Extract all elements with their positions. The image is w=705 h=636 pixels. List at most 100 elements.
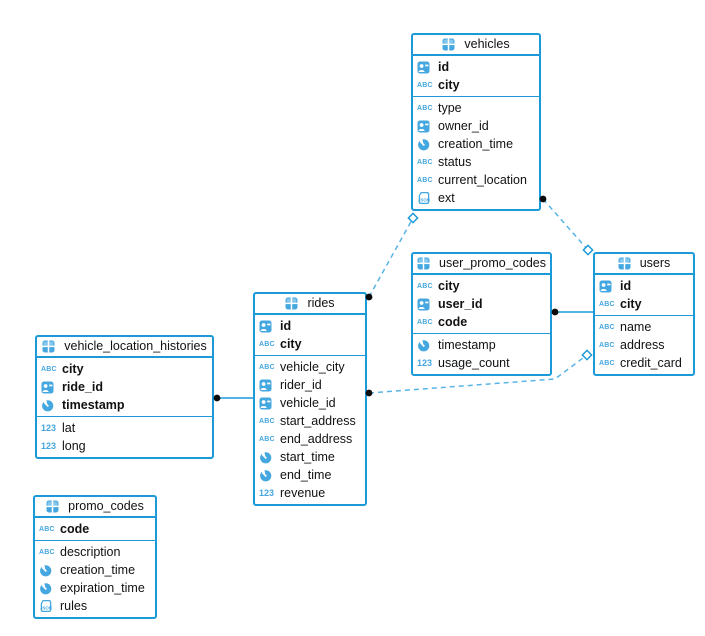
table-header[interactable]: user_promo_codes bbox=[413, 254, 550, 275]
primary-key-section: ABC city user_id ABC code bbox=[413, 275, 550, 333]
column-row-description: ABC description bbox=[35, 543, 155, 561]
columns-section: 123 lat 123 long bbox=[37, 416, 212, 457]
column-row-name: ABC name bbox=[595, 318, 693, 336]
primary-key-section: ABC city ride_id timestamp bbox=[37, 358, 212, 416]
column-row-end-time: end_time bbox=[255, 466, 365, 484]
column-name: vehicle_id bbox=[280, 396, 336, 410]
column-row-id: id bbox=[413, 58, 539, 76]
column-row-id: id bbox=[255, 317, 365, 335]
table-header[interactable]: users bbox=[595, 254, 693, 275]
text-type-icon: ABC bbox=[599, 300, 615, 308]
column-row-usage-count: 123 usage_count bbox=[413, 354, 550, 372]
column-name: code bbox=[438, 315, 468, 329]
column-row-timestamp: timestamp bbox=[413, 336, 550, 354]
table-vehicle-location-histories[interactable]: vehicle_location_histories ABC city ride_id… bbox=[35, 335, 214, 459]
table-header[interactable]: promo_codes bbox=[35, 497, 155, 518]
person-id-icon bbox=[259, 320, 277, 333]
table-name: user_promo_codes bbox=[439, 256, 547, 270]
columns-section: ABC name ABC address ABC credit_card bbox=[595, 315, 693, 374]
table-user-promo-codes[interactable]: user_promo_codes ABC city user_id ABC code tim… bbox=[411, 252, 552, 376]
person-id-icon bbox=[599, 280, 617, 293]
text-type-icon: ABC bbox=[41, 365, 57, 373]
relationship-diamond-endpoint bbox=[581, 349, 593, 361]
column-row-code: ABC code bbox=[413, 313, 550, 331]
column-row-creation-time: creation_time bbox=[413, 135, 539, 153]
json-icon: JSON bbox=[39, 599, 57, 613]
svg-text:JSON: JSON bbox=[418, 198, 430, 203]
columns-section: ABC type owner_id creation_time ABC status ABC… bbox=[413, 96, 539, 209]
column-name: end_address bbox=[280, 432, 353, 446]
column-row-owner-id: owner_id bbox=[413, 117, 539, 135]
column-name: revenue bbox=[280, 486, 326, 500]
table-header[interactable]: vehicles bbox=[413, 35, 539, 56]
clock-icon bbox=[39, 581, 57, 595]
text-type-icon: ABC bbox=[599, 341, 615, 349]
column-row-credit-card: ABC credit_card bbox=[595, 354, 693, 372]
relationship-dot-endpoint bbox=[213, 394, 221, 402]
column-name: type bbox=[438, 101, 462, 115]
column-name: ext bbox=[438, 191, 455, 205]
number-type-icon: 123 bbox=[259, 487, 275, 498]
column-name: expiration_time bbox=[60, 581, 145, 595]
text-type-icon: ABC bbox=[599, 323, 615, 331]
text-type-icon: ABC bbox=[417, 282, 433, 290]
column-row-city: ABC city bbox=[413, 76, 539, 94]
table-users[interactable]: users id ABC city ABC name ABC address ABC credit… bbox=[593, 252, 695, 376]
person-id-icon bbox=[417, 61, 435, 74]
column-name: usage_count bbox=[438, 356, 510, 370]
column-name: vehicle_city bbox=[280, 360, 345, 374]
column-row-creation-time: creation_time bbox=[35, 561, 155, 579]
column-name: city bbox=[438, 78, 460, 92]
column-name: owner_id bbox=[438, 119, 489, 133]
column-name: status bbox=[438, 155, 472, 169]
column-name: credit_card bbox=[620, 356, 682, 370]
column-row-ext: JSON ext bbox=[413, 189, 539, 207]
column-row-start-address: ABC start_address bbox=[255, 412, 365, 430]
column-name: timestamp bbox=[62, 398, 125, 412]
table-header[interactable]: vehicle_location_histories bbox=[37, 337, 212, 358]
number-type-icon: 123 bbox=[417, 357, 433, 368]
table-icon bbox=[46, 500, 64, 513]
text-type-icon: ABC bbox=[417, 158, 433, 166]
text-type-icon: ABC bbox=[259, 363, 275, 371]
table-rides[interactable]: rides id ABC city ABC vehicle_city rider_id veh… bbox=[253, 292, 367, 506]
person-id-icon bbox=[417, 120, 435, 133]
table-name: rides bbox=[307, 296, 335, 310]
table-icon bbox=[618, 257, 636, 270]
text-type-icon: ABC bbox=[259, 340, 275, 348]
person-id-icon bbox=[259, 397, 277, 410]
column-name: rider_id bbox=[280, 378, 322, 392]
column-name: city bbox=[620, 297, 642, 311]
relationship-dot-endpoint bbox=[551, 308, 559, 316]
column-row-end-address: ABC end_address bbox=[255, 430, 365, 448]
columns-section: ABC description creation_time expiration_ti… bbox=[35, 540, 155, 617]
table-header[interactable]: rides bbox=[255, 294, 365, 315]
column-name: id bbox=[438, 60, 450, 74]
table-name: users bbox=[639, 256, 671, 270]
column-name: address bbox=[620, 338, 665, 352]
number-type-icon: 123 bbox=[41, 440, 57, 451]
table-promo-codes[interactable]: promo_codes ABC code ABC description creation… bbox=[33, 495, 157, 619]
column-row-status: ABC status bbox=[413, 153, 539, 171]
column-name: id bbox=[620, 279, 632, 293]
column-row-lat: 123 lat bbox=[37, 419, 212, 437]
json-icon: JSON bbox=[417, 191, 435, 205]
column-name: long bbox=[62, 439, 86, 453]
column-row-rider-id: rider_id bbox=[255, 376, 365, 394]
column-row-type: ABC type bbox=[413, 99, 539, 117]
column-row-long: 123 long bbox=[37, 437, 212, 455]
column-row-vehicle-id: vehicle_id bbox=[255, 394, 365, 412]
column-row-city: ABC city bbox=[255, 335, 365, 353]
text-type-icon: ABC bbox=[259, 417, 275, 425]
text-type-icon: ABC bbox=[39, 548, 55, 556]
column-row-city: ABC city bbox=[595, 295, 693, 313]
table-name: vehicles bbox=[464, 37, 510, 51]
column-name: rules bbox=[60, 599, 88, 613]
table-icon bbox=[42, 340, 60, 353]
primary-key-section: id ABC city bbox=[255, 315, 365, 355]
table-vehicles[interactable]: vehicles id ABC city ABC type owner_id creation… bbox=[411, 33, 541, 211]
primary-key-section: id ABC city bbox=[413, 56, 539, 96]
relationship-diamond-endpoint bbox=[582, 244, 594, 256]
clock-icon bbox=[259, 450, 277, 464]
